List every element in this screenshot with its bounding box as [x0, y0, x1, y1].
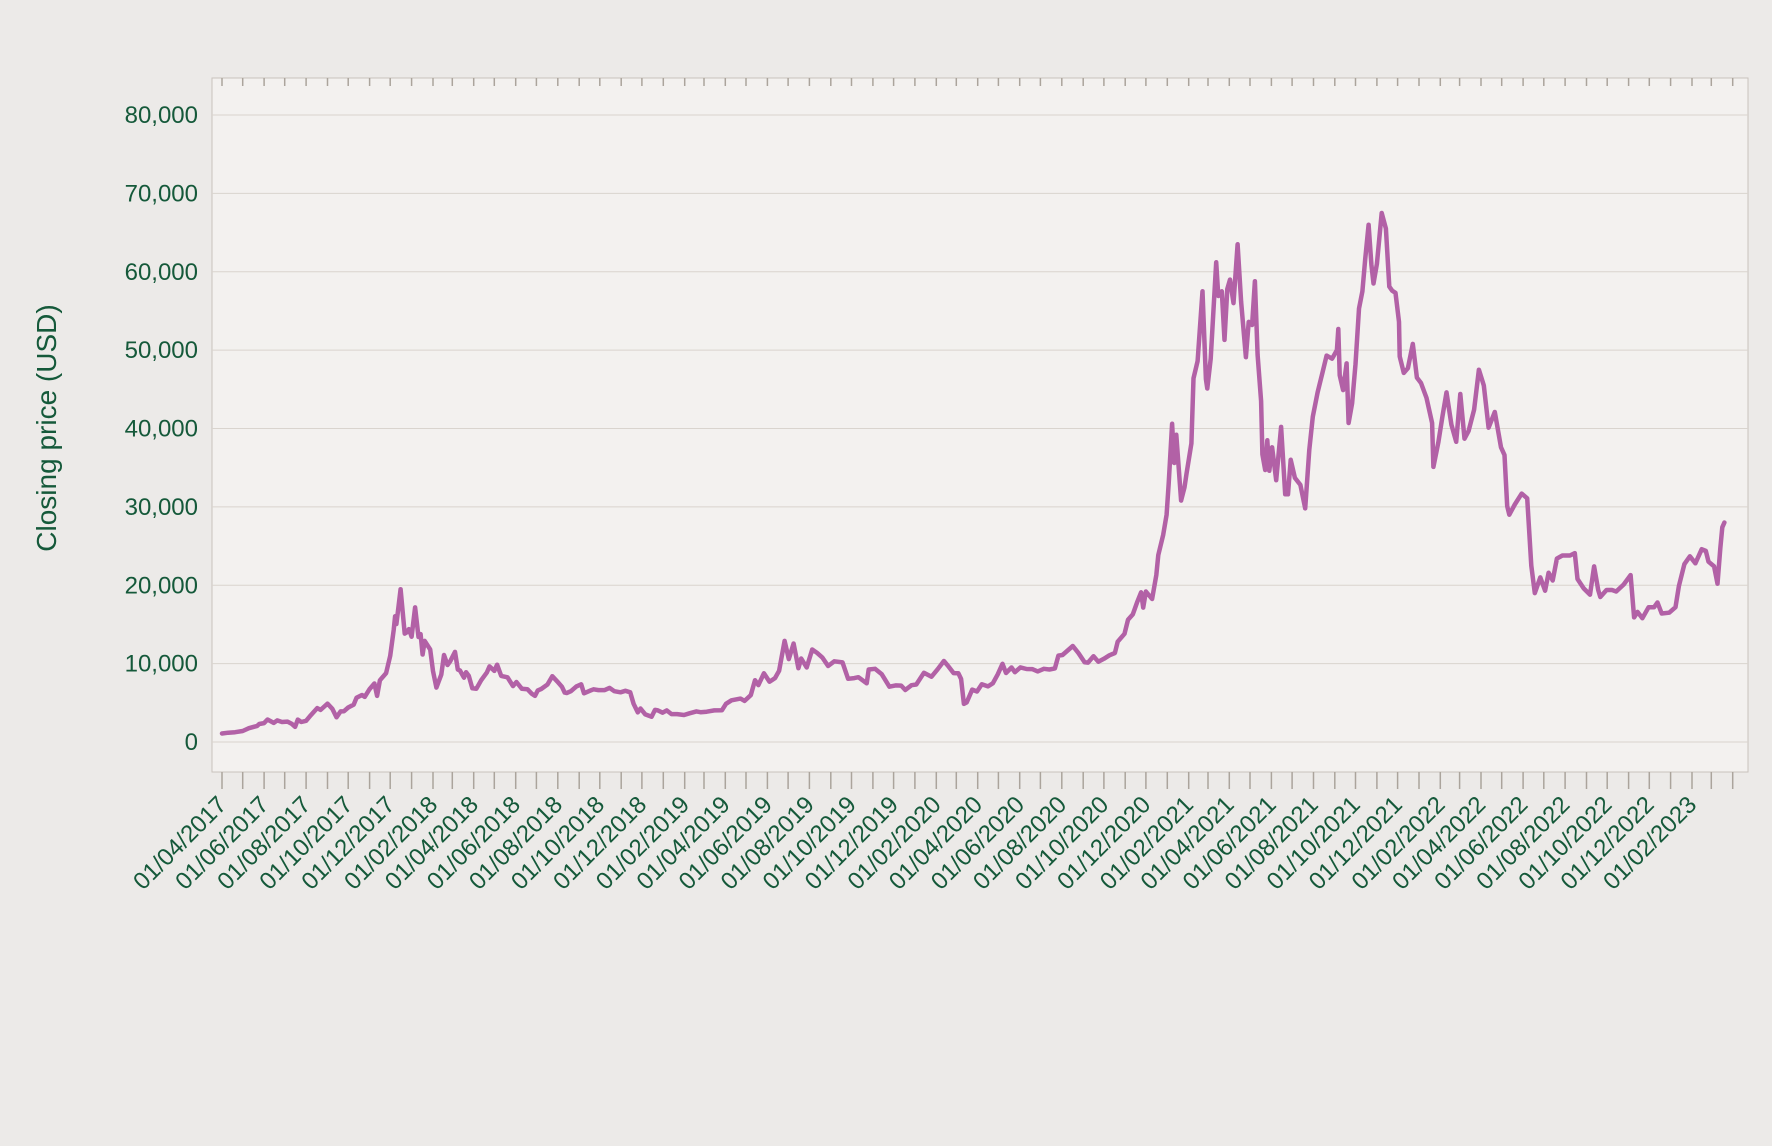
y-tick-label: 40,000 [125, 416, 198, 443]
y-tick-label: 0 [185, 729, 198, 756]
axis-tick-marks [221, 78, 1734, 789]
gridlines [212, 114, 1748, 743]
y-tick-label: 10,000 [125, 651, 198, 678]
y-tick-label: 80,000 [125, 102, 198, 129]
price-line-series [219, 210, 1727, 736]
y-tick-label: 30,000 [125, 494, 198, 521]
y-tick-label: 50,000 [125, 337, 198, 364]
x-axis-tick-labels: 01/04/201701/06/201701/08/201701/10/2017… [128, 791, 1702, 895]
y-axis-tick-labels: 0 10,000 20,000 30,000 40,000 50,000 60,000 70,… [125, 102, 198, 756]
y-tick-label: 70,000 [125, 180, 198, 207]
y-tick-label: 60,000 [125, 259, 198, 286]
closing-price-line [219, 210, 1727, 736]
y-axis-title: Closing price (USD) [31, 304, 62, 551]
y-tick-label: 20,000 [125, 572, 198, 599]
